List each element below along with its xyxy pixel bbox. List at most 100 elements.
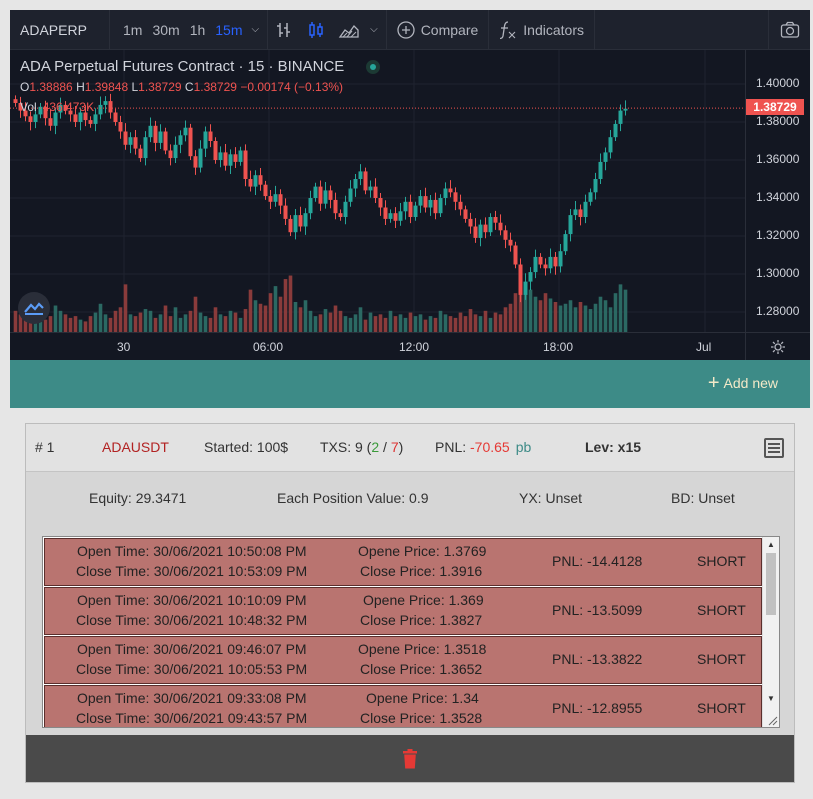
transaction-pnl: PNL: -12.8955 — [552, 700, 643, 716]
interval-30m[interactable]: 30m — [152, 21, 180, 38]
volume-bar — [283, 279, 288, 332]
bot-menu-icon[interactable] — [764, 438, 784, 458]
volume-legend: Vol 436.473K — [20, 100, 94, 114]
compare-button[interactable]: Compare — [387, 10, 489, 50]
volume-bar — [143, 309, 148, 332]
toolbar-divider — [488, 9, 490, 50]
candle-body — [138, 148, 143, 159]
snapshot-button[interactable] — [768, 10, 810, 50]
volume-bar — [543, 293, 548, 332]
candle-body — [258, 175, 263, 185]
bot-card-header: # 1 ADAUSDT Started: 100$ TXS: 9 (2 / 7)… — [26, 424, 794, 472]
candle-body — [413, 205, 418, 217]
transactions-list[interactable]: Open Time: 30/06/2021 10:50:08 PM Close … — [42, 536, 780, 728]
volume-bar — [393, 316, 398, 332]
candle-body — [313, 186, 318, 198]
volume-bar — [318, 314, 323, 332]
candle-body — [128, 137, 133, 145]
candle-body — [438, 198, 443, 214]
candle-body — [623, 108, 628, 111]
candle-body — [368, 186, 373, 191]
transactions-scroll-area[interactable]: Open Time: 30/06/2021 10:50:08 PM Close … — [43, 537, 763, 727]
candle-body — [433, 199, 438, 214]
volume-bar — [383, 317, 388, 332]
candle-body — [323, 190, 328, 204]
transaction-row[interactable]: Open Time: 30/06/2021 09:46:07 PM Close … — [44, 636, 762, 684]
transaction-row[interactable]: Open Time: 30/06/2021 10:50:08 PM Close … — [44, 538, 762, 586]
candle-body — [108, 101, 113, 113]
candle-body — [563, 234, 568, 252]
volume-bar — [338, 310, 343, 332]
candle-body — [148, 125, 153, 138]
scrollbar-thumb[interactable] — [766, 553, 776, 615]
time-axis[interactable]: 30 06:00 12:00 18:00 Jul — [10, 332, 745, 360]
symbol-search-button[interactable]: ADAPERP — [10, 9, 110, 50]
volume-bar — [213, 307, 218, 332]
price-axis[interactable]: 1.40000 1.38000 1.36000 1.34000 1.32000 … — [745, 50, 810, 332]
scroll-up-icon[interactable]: ▲ — [767, 540, 775, 549]
interval-1h[interactable]: 1h — [189, 21, 206, 38]
volume-bar — [313, 316, 318, 332]
candle-body — [143, 137, 148, 159]
bar-style-button[interactable] — [268, 10, 300, 50]
indicators-button[interactable]: Indicators — [489, 10, 594, 50]
volume-bar — [133, 316, 138, 332]
volume-bar — [428, 316, 433, 332]
volume-key: Vol — [20, 100, 37, 114]
volume-bar — [268, 293, 273, 332]
delete-bot-trash-icon[interactable] — [402, 748, 418, 769]
volume-bar — [243, 309, 248, 332]
candle-body — [328, 190, 333, 200]
volume-bar — [403, 317, 408, 332]
volume-bar — [588, 309, 593, 332]
volume-bar — [58, 310, 63, 332]
volume-bar — [148, 310, 153, 332]
candle-body — [588, 192, 593, 202]
candle-body — [238, 150, 243, 162]
tradingview-logo-icon[interactable] — [18, 292, 50, 324]
candle-body — [348, 188, 353, 202]
transaction-side: SHORT — [697, 553, 746, 569]
candle-body — [378, 198, 383, 208]
candle-body — [288, 218, 293, 233]
candle-body — [18, 103, 23, 111]
candle-body — [453, 192, 458, 202]
chart-settings-button[interactable] — [745, 332, 810, 360]
volume-bar — [248, 289, 253, 332]
current-price-tag: 1.38729 — [746, 99, 804, 115]
interval-group: 1m 30m 1h 15m ⌵ — [110, 10, 267, 50]
bot-card: # 1 ADAUSDT Started: 100$ TXS: 9 (2 / 7)… — [25, 423, 795, 783]
candle-style-button[interactable] — [300, 10, 332, 50]
area-style-button[interactable] — [332, 10, 366, 50]
interval-15m[interactable]: 15m — [215, 21, 243, 38]
candle-body — [538, 256, 543, 265]
plus-icon: + — [707, 372, 720, 394]
price-tick: 1.40000 — [756, 76, 800, 90]
chart-pane[interactable]: ADA Perpetual Futures Contract · 15 · BI… — [10, 50, 745, 332]
scroll-down-icon[interactable]: ▼ — [767, 694, 775, 703]
resize-grip-icon[interactable] — [766, 714, 778, 726]
volume-bar — [568, 300, 573, 332]
volume-bar — [113, 310, 118, 332]
close-time: Close Time: 30/06/2021 10:48:32 PM — [76, 612, 308, 628]
interval-dropdown-icon[interactable]: ⌵ — [251, 24, 260, 35]
volume-bar — [208, 317, 213, 332]
volume-bar — [443, 314, 448, 332]
chart-style-dropdown-icon[interactable]: ⌵ — [370, 24, 378, 35]
volume-bar — [483, 310, 488, 332]
transaction-row[interactable]: Open Time: 30/06/2021 09:33:08 PM Close … — [44, 685, 762, 727]
candle-body — [528, 272, 533, 282]
price-tick: 1.32000 — [756, 228, 800, 242]
volume-bar — [278, 296, 283, 332]
candle-body — [468, 218, 473, 227]
volume-bar — [288, 275, 293, 332]
candle-body — [203, 131, 208, 149]
transactions-scrollbar[interactable]: ▲ ▼ — [762, 537, 779, 727]
volume-bar — [123, 284, 128, 332]
high-value: 1.39848 — [84, 80, 129, 94]
transaction-row[interactable]: Open Time: 30/06/2021 10:10:09 PM Close … — [44, 587, 762, 635]
add-new-button[interactable]: + Add new — [708, 373, 778, 393]
volume-bar — [603, 300, 608, 332]
interval-1m[interactable]: 1m — [123, 21, 143, 38]
candle-body — [93, 114, 98, 124]
